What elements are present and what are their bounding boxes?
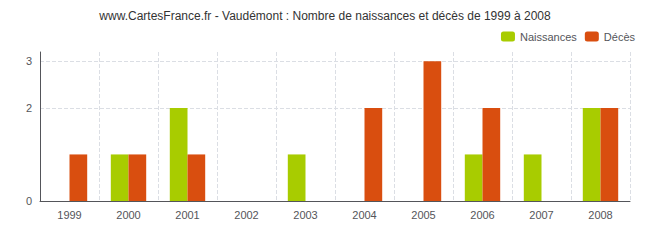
svg-text:1999: 1999 [57, 209, 81, 221]
svg-text:2: 2 [26, 102, 32, 114]
svg-text:www.CartesFrance.fr - Vaudémon: www.CartesFrance.fr - Vaudémont : Nombre… [98, 9, 551, 23]
svg-text:2000: 2000 [116, 209, 140, 221]
svg-text:2002: 2002 [234, 209, 258, 221]
svg-text:2001: 2001 [175, 209, 199, 221]
svg-text:2006: 2006 [470, 209, 494, 221]
svg-text:2004: 2004 [352, 209, 376, 221]
svg-text:Naissances: Naissances [520, 31, 577, 43]
svg-text:Décès: Décès [604, 31, 636, 43]
svg-text:2005: 2005 [411, 209, 435, 221]
svg-text:2008: 2008 [588, 209, 612, 221]
svg-text:2003: 2003 [293, 209, 317, 221]
svg-text:2007: 2007 [529, 209, 553, 221]
svg-text:3: 3 [26, 55, 32, 67]
svg-text:0: 0 [26, 195, 32, 207]
